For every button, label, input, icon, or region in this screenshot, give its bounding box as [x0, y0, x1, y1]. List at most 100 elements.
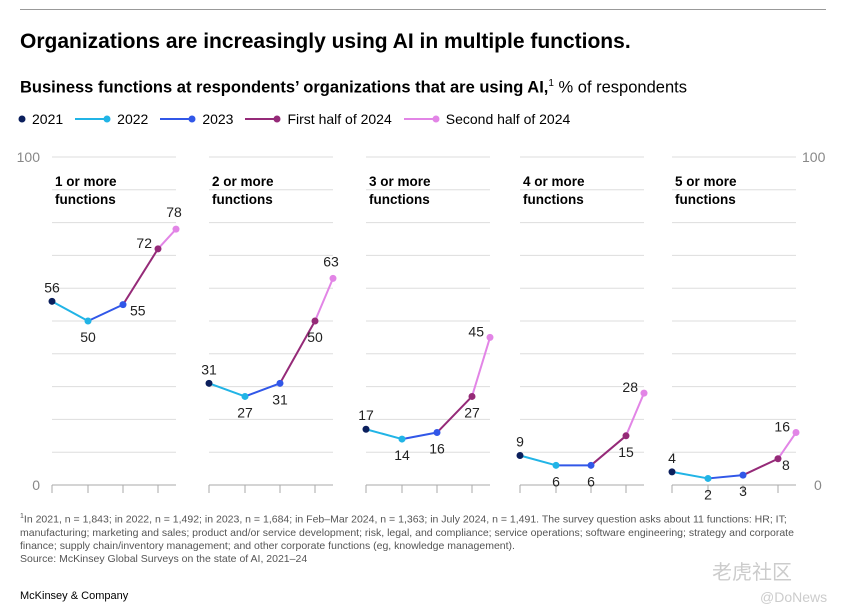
data-point: [774, 455, 782, 463]
data-point: [739, 471, 747, 479]
legend-item: First half of 2024: [245, 111, 392, 127]
legend-marker: [403, 115, 440, 123]
series-segment: [777, 431, 797, 460]
data-label: 72: [136, 235, 152, 251]
legend-item: 2023: [160, 111, 233, 127]
subtitle-footnote-ref: 1: [548, 78, 554, 89]
footnote-text: In 2021, n = 1,843; in 2022, n = 1,492; …: [20, 513, 794, 552]
data-label: 28: [622, 379, 638, 395]
data-point: [241, 392, 249, 400]
data-label: 8: [782, 457, 790, 473]
panel-title: 5 or more: [675, 174, 737, 189]
panel-title: functions: [523, 192, 584, 207]
data-label: 2: [704, 486, 712, 502]
panel-title: functions: [369, 192, 430, 207]
data-point: [552, 461, 560, 469]
series-segment: [244, 382, 281, 398]
data-label: 9: [516, 433, 524, 449]
data-label: 78: [166, 204, 182, 220]
panel-title: functions: [55, 192, 116, 207]
legend-item: 2022: [75, 111, 148, 127]
series-segment: [436, 395, 473, 434]
data-label: 56: [44, 279, 60, 295]
data-label: 27: [464, 404, 480, 420]
data-label: 45: [468, 323, 484, 339]
data-point: [704, 474, 712, 482]
y-tick-label: 100: [17, 149, 41, 165]
legend-label: Second half of 2024: [445, 111, 571, 127]
data-point: [516, 451, 524, 459]
data-label: 16: [429, 441, 445, 457]
series-segment: [157, 228, 177, 250]
legend-marker: [160, 115, 196, 123]
data-label: 15: [618, 444, 634, 460]
series-segment: [471, 337, 491, 397]
series-segment: [314, 277, 334, 322]
data-point: [119, 301, 127, 309]
data-label: 63: [323, 253, 339, 269]
series-segment: [365, 428, 403, 441]
chart-subtitle: Business functions at respondents’ organ…: [20, 78, 687, 98]
data-point: [329, 274, 337, 282]
source-text: Source: McKinsey Global Surveys on the s…: [20, 552, 308, 565]
footnote-marker: 1: [20, 513, 24, 520]
legend-marker: [245, 115, 281, 123]
series-segment: [122, 248, 159, 306]
top-divider: [20, 9, 826, 10]
series-segment: [87, 303, 124, 322]
data-point: [587, 461, 595, 469]
legend-label: 2023: [202, 111, 234, 127]
panel-title: 3 or more: [369, 174, 431, 189]
series-segment: [279, 320, 316, 384]
panel-title: functions: [675, 192, 736, 207]
data-label: 3: [739, 483, 747, 499]
data-point: [276, 379, 284, 387]
series-segment: [590, 435, 627, 467]
data-label: 16: [774, 419, 790, 435]
watermark-handle: @DoNews: [760, 589, 828, 605]
data-label: 31: [272, 391, 288, 407]
footnote: 1In 2021, n = 1,843; in 2022, n = 1,492;…: [20, 510, 820, 566]
legend-label: First half of 2024: [287, 111, 392, 127]
data-label: 55: [130, 303, 146, 319]
data-point: [668, 468, 676, 476]
data-point: [205, 379, 213, 387]
series-segment: [208, 382, 246, 398]
data-point: [311, 317, 319, 325]
data-label: 31: [201, 361, 217, 377]
data-point: [640, 389, 648, 397]
data-point: [468, 392, 476, 400]
series-segment: [742, 457, 779, 477]
legend-item: Second half of 2024: [403, 111, 571, 127]
watermark-text: 老虎社区: [712, 562, 792, 584]
data-label: 50: [307, 329, 323, 345]
data-point: [486, 333, 494, 341]
series-segment: [51, 300, 89, 322]
series-segment: [625, 392, 645, 437]
legend-item: 2021: [18, 111, 63, 127]
data-point: [433, 429, 441, 437]
subtitle-unit: % of respondents: [553, 78, 687, 97]
data-label: 14: [394, 447, 410, 463]
series-segment: [401, 431, 438, 441]
panel-title: 2 or more: [212, 174, 274, 189]
legend-marker: [75, 115, 111, 123]
legend-marker: [18, 115, 26, 123]
y-tick-label: 0: [32, 477, 40, 493]
data-point: [362, 425, 370, 433]
series-segment: [671, 470, 709, 480]
y-tick-label-right: 100: [802, 149, 826, 165]
data-point: [48, 297, 56, 305]
legend: 2021 2022 2023 First half of 2024 Second hal…: [18, 111, 582, 127]
data-point: [622, 432, 630, 440]
data-label: 6: [552, 473, 560, 489]
panel-title: functions: [212, 192, 273, 207]
y-tick-label-right: 0: [814, 477, 822, 493]
data-point: [398, 435, 406, 443]
data-label: 6: [587, 473, 595, 489]
legend-label: 2022: [117, 111, 149, 127]
data-point: [792, 429, 800, 437]
legend-label: 2021: [32, 111, 64, 127]
brand-label: McKinsey & Company: [20, 590, 129, 602]
